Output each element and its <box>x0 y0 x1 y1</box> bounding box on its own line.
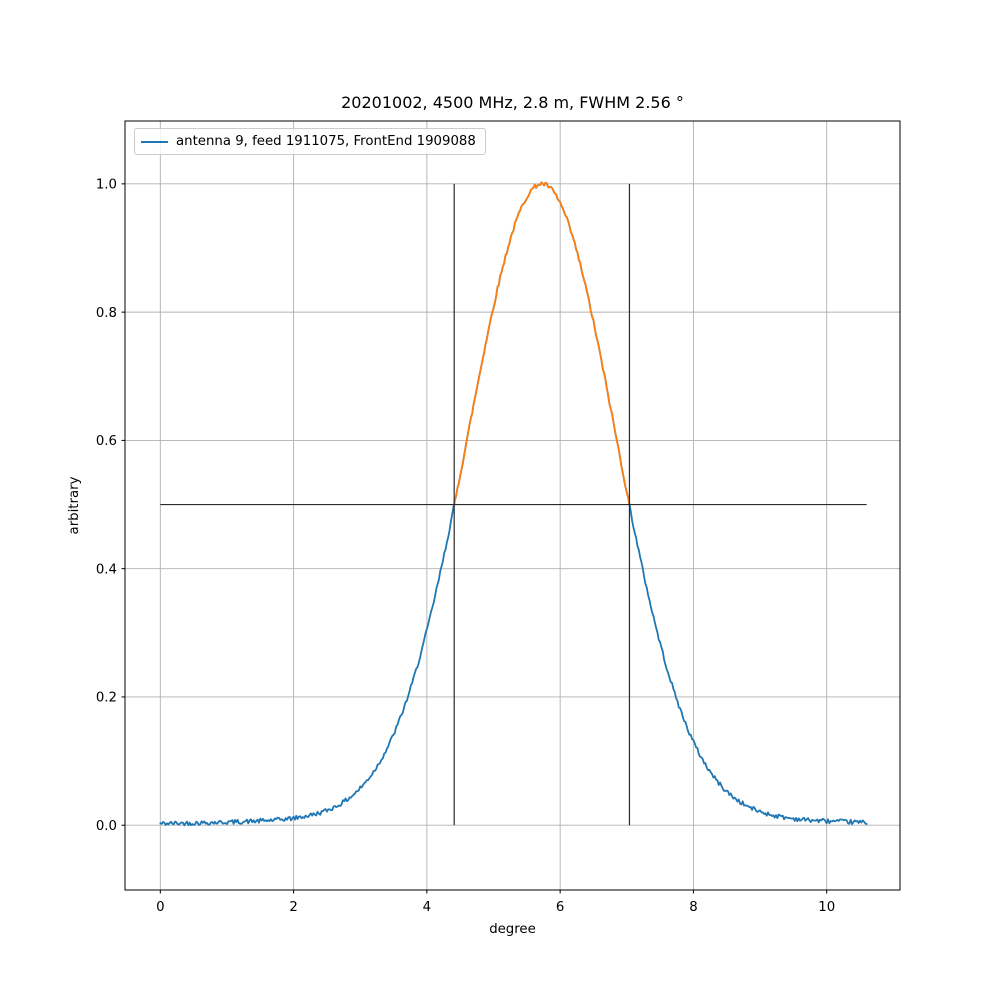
fwhm-annotations <box>160 183 867 826</box>
y-tick-label-2: 0.4 <box>96 562 117 577</box>
y-tick-label-5: 1.0 <box>96 178 117 193</box>
beam-curve-main <box>159 181 868 827</box>
x-tick-label-4: 8 <box>689 900 697 915</box>
y-tick-label-3: 0.6 <box>96 434 117 449</box>
beam-curve-above-half-max <box>453 181 631 506</box>
plot-border <box>124 120 901 891</box>
y-tick-label-0: 0.0 <box>96 819 117 834</box>
x-tick-label-0: 0 <box>156 900 164 915</box>
chart-title: 20201002, 4500 MHz, 2.8 m, FWHM 2.56 ° <box>341 93 684 112</box>
x-tick-label-5: 10 <box>818 900 835 915</box>
legend-line-sample <box>141 140 168 143</box>
x-tick-label-1: 2 <box>289 900 297 915</box>
y-tick-label-1: 0.2 <box>96 691 117 706</box>
x-axis-label: degree <box>489 922 536 937</box>
grid <box>125 121 900 890</box>
beam-curve-layer <box>159 181 868 827</box>
legend-label: antenna 9, feed 1911075, FrontEnd 190908… <box>176 134 476 149</box>
y-axis-label: arbitrary <box>67 476 82 534</box>
legend: antenna 9, feed 1911075, FrontEnd 190908… <box>134 128 486 155</box>
axis-ticks: 0 2 4 6 8 10 0.0 0.2 0.4 0.6 0.8 1.0 <box>96 178 835 915</box>
x-tick-label-2: 4 <box>423 900 431 915</box>
y-tick-label-4: 0.8 <box>96 306 117 321</box>
x-tick-label-3: 6 <box>556 900 564 915</box>
